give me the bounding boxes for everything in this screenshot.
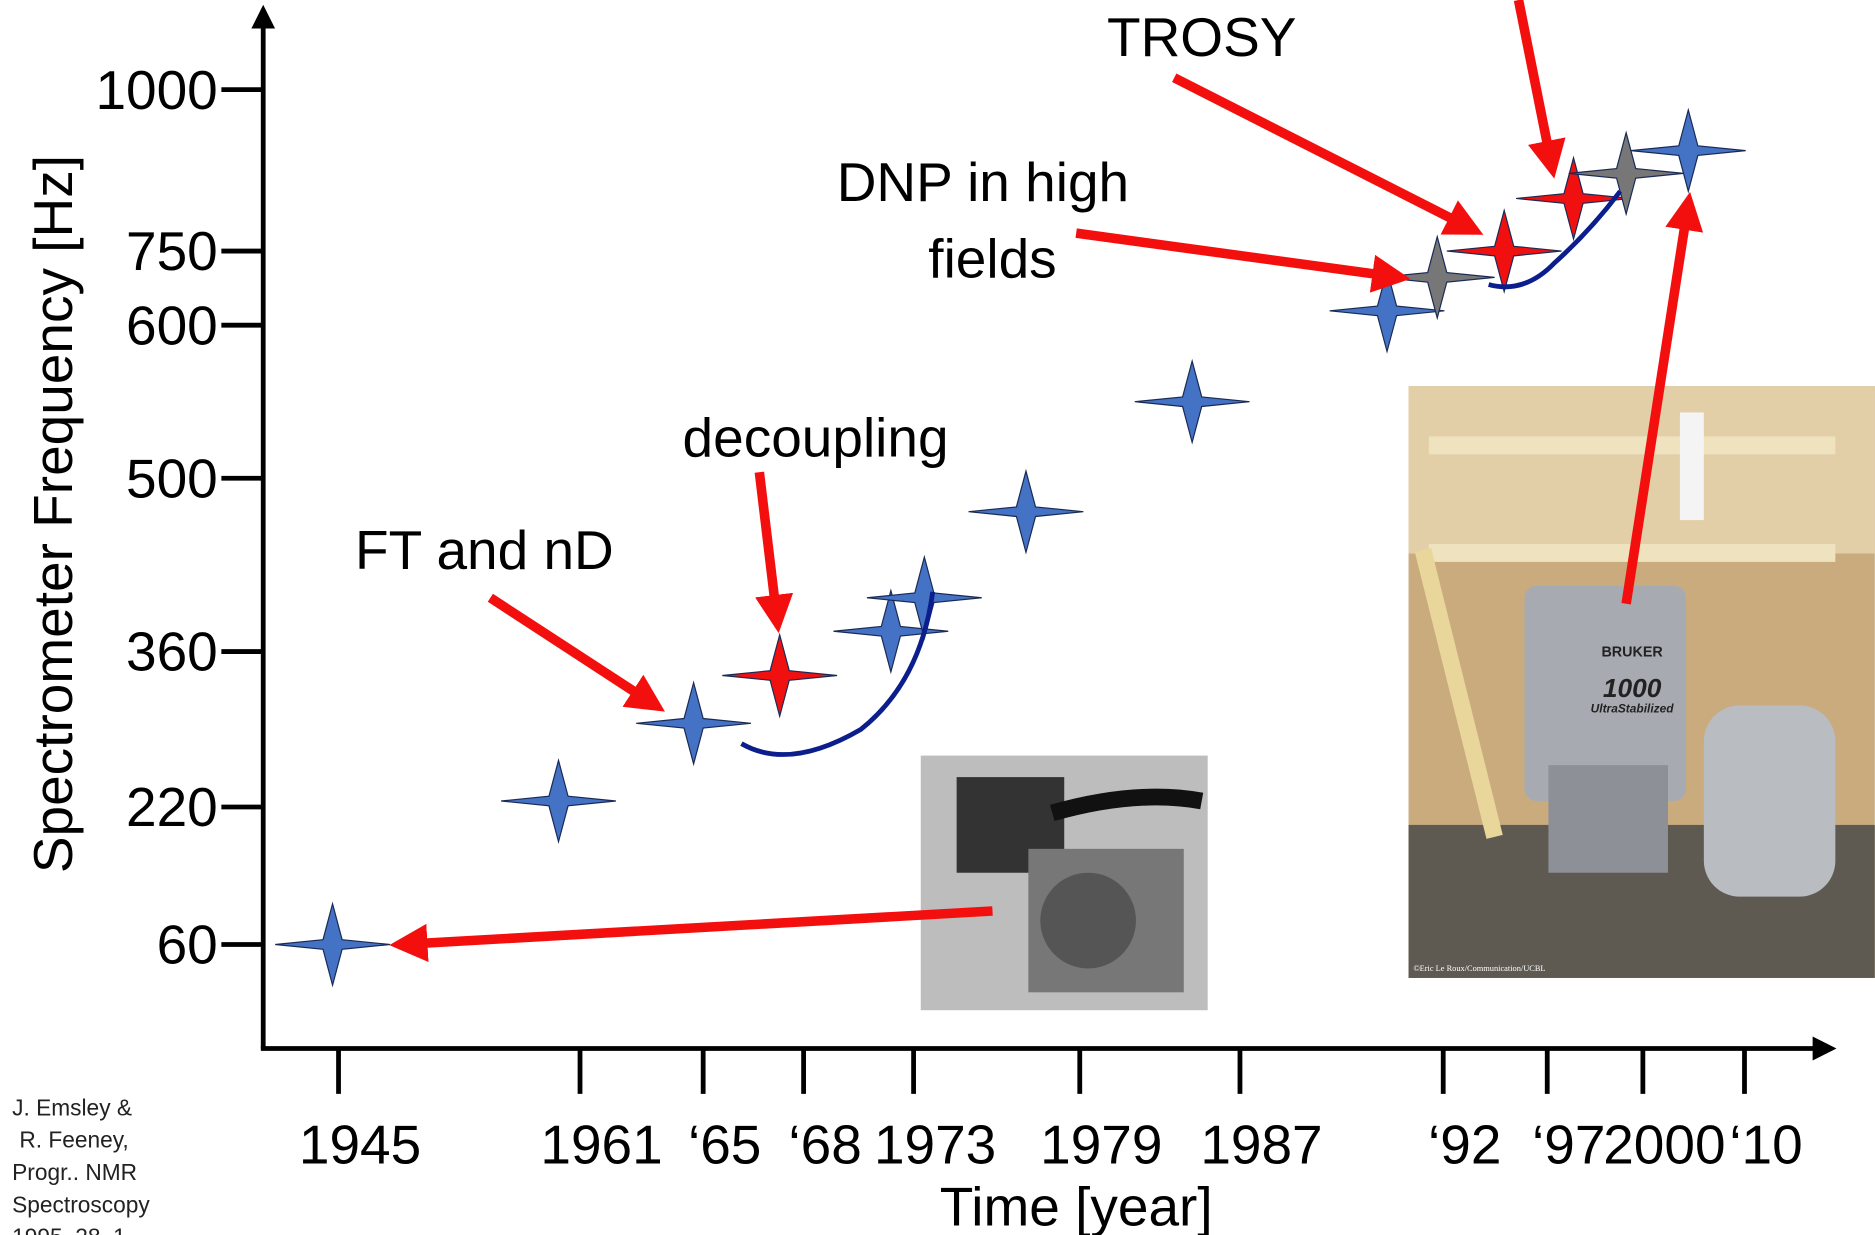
annotation: fields <box>928 227 1056 289</box>
y-tick-label: 220 <box>126 776 218 838</box>
x-tick-label: 1945 <box>299 1113 421 1175</box>
y-tick-label: 600 <box>126 294 218 356</box>
x-tick-label: 1961 <box>540 1113 662 1175</box>
ticks: 1000 750 600 500 360 220 60 1945 1961 ‘65 ‘68 1973 1… <box>95 59 1802 1175</box>
star-marker <box>501 758 616 844</box>
citation-line: Progr.. NMR <box>12 1159 137 1185</box>
photo-label: UltraStabilized <box>1591 702 1675 716</box>
x-tick-label: ‘97 <box>1532 1113 1605 1175</box>
star-marker <box>1516 155 1631 242</box>
x-tick-label: ‘92 <box>1428 1113 1501 1175</box>
x-axis-label: Time [year] <box>940 1175 1213 1235</box>
arrow <box>1513 0 1566 179</box>
x-tick-label: ‘65 <box>688 1113 761 1175</box>
x-tick-label: 1987 <box>1200 1113 1322 1175</box>
annotation: decoupling <box>683 407 949 469</box>
trend-curve <box>740 591 936 757</box>
citation-line: 1995, 28, 1 <box>12 1224 126 1235</box>
data-points <box>275 107 1746 988</box>
star-marker <box>1446 208 1562 295</box>
photo-label: BRUKER <box>1601 644 1663 660</box>
x-tick-label: 1973 <box>874 1113 996 1175</box>
star-marker <box>275 901 390 988</box>
annotation: FT and nD <box>355 519 614 581</box>
y-tick-label: 60 <box>157 914 218 976</box>
annotation: DNP in high <box>837 151 1129 213</box>
x-tick-label: ‘68 <box>788 1113 861 1175</box>
photo-credit: ©Eric Le Roux/Communication/UCBL <box>1413 964 1545 973</box>
trend-curve <box>1488 189 1623 290</box>
photo-old-spectrometer <box>920 755 1208 1011</box>
x-tick-label: 2000 <box>1603 1113 1725 1175</box>
star-marker <box>636 680 752 767</box>
y-tick-label: 500 <box>126 447 218 509</box>
arrow <box>1172 73 1484 235</box>
arrow <box>1621 191 1704 605</box>
y-tick-label: 360 <box>126 621 218 683</box>
star-marker <box>968 468 1084 555</box>
star-marker <box>1329 267 1445 354</box>
arrow <box>754 471 794 634</box>
y-tick-label: 750 <box>126 220 218 282</box>
annotation: TROSY <box>1107 6 1296 68</box>
star-marker <box>1134 358 1250 445</box>
x-tick-label: ‘10 <box>1729 1113 1802 1175</box>
citation: J. Emsley & R. Feeney, Progr.. NMR Spect… <box>12 1094 150 1235</box>
star-marker <box>1630 107 1746 194</box>
star-marker <box>1379 234 1495 321</box>
star-marker <box>866 554 982 641</box>
arrow <box>389 906 993 963</box>
arrow <box>487 593 665 712</box>
citation-line: R. Feeney, <box>19 1127 128 1153</box>
x-tick-label: 1979 <box>1040 1113 1162 1175</box>
y-axis-label: Spectrometer Frequency [Hz] <box>22 155 84 873</box>
star-marker <box>722 632 838 719</box>
star-marker <box>833 588 949 675</box>
photo-label: 1000 <box>1603 673 1662 703</box>
arrow <box>1075 228 1411 293</box>
arrows <box>389 0 1704 963</box>
citation-line: J. Emsley & <box>12 1094 132 1120</box>
citation-line: Spectroscopy <box>12 1191 150 1217</box>
y-tick-label: 1000 <box>95 59 217 121</box>
